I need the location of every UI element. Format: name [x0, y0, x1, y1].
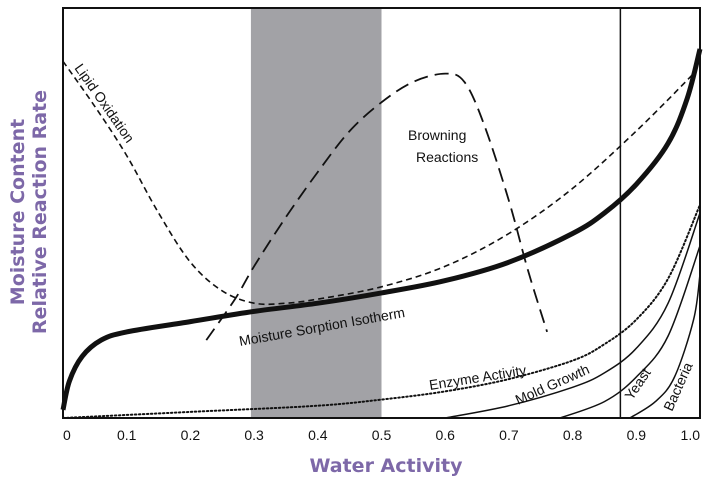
label-bacteria: Bacteria	[660, 360, 696, 414]
x-tick-labels: 0 0.1 0.2 0.3 0.4 0.5 0.6 0.7 0.8 0.9 1.0	[63, 427, 700, 443]
series-yeast	[559, 245, 701, 419]
label-browning-line2: Reactions	[416, 149, 478, 165]
x-tick-label: 0.2	[181, 427, 201, 443]
x-tick-label: 0.4	[308, 427, 328, 443]
y-axis-title-line1: Moisture Content	[7, 119, 29, 305]
series-layer	[60, 48, 703, 419]
series-lipid-oxidation	[62, 60, 695, 306]
series-mold-growth	[445, 212, 701, 419]
x-tick-label: 0.3	[244, 427, 264, 443]
x-tick-label: 0.1	[117, 427, 137, 443]
series-browning-reactions	[205, 72, 548, 341]
series-moisture-sorption-isotherm	[60, 48, 703, 411]
label-lipid-oxidation: Lipid Oxidation	[72, 61, 138, 146]
y-axis-title-line2: Relative Reaction Rate	[29, 90, 51, 334]
x-tick-label: 0.7	[499, 427, 519, 443]
series-enzyme-activity	[62, 203, 701, 419]
shaded-band	[250, 8, 382, 418]
x-axis-title: Water Activity	[310, 455, 464, 477]
x-tick-label: 1.0	[681, 427, 701, 443]
label-enzyme-activity: Enzyme Activity	[428, 362, 527, 393]
x-tick-label: 0.6	[435, 427, 455, 443]
x-tick-label: 0.9	[627, 427, 647, 443]
x-tick-label: 0.8	[563, 427, 583, 443]
series-bacteria	[629, 274, 701, 419]
x-tick-label: 0	[63, 427, 71, 443]
label-yeast: Yeast	[621, 365, 654, 403]
plot-frame	[62, 7, 701, 419]
x-tick-label: 0.5	[372, 427, 392, 443]
label-browning-line1: Browning	[408, 127, 466, 143]
